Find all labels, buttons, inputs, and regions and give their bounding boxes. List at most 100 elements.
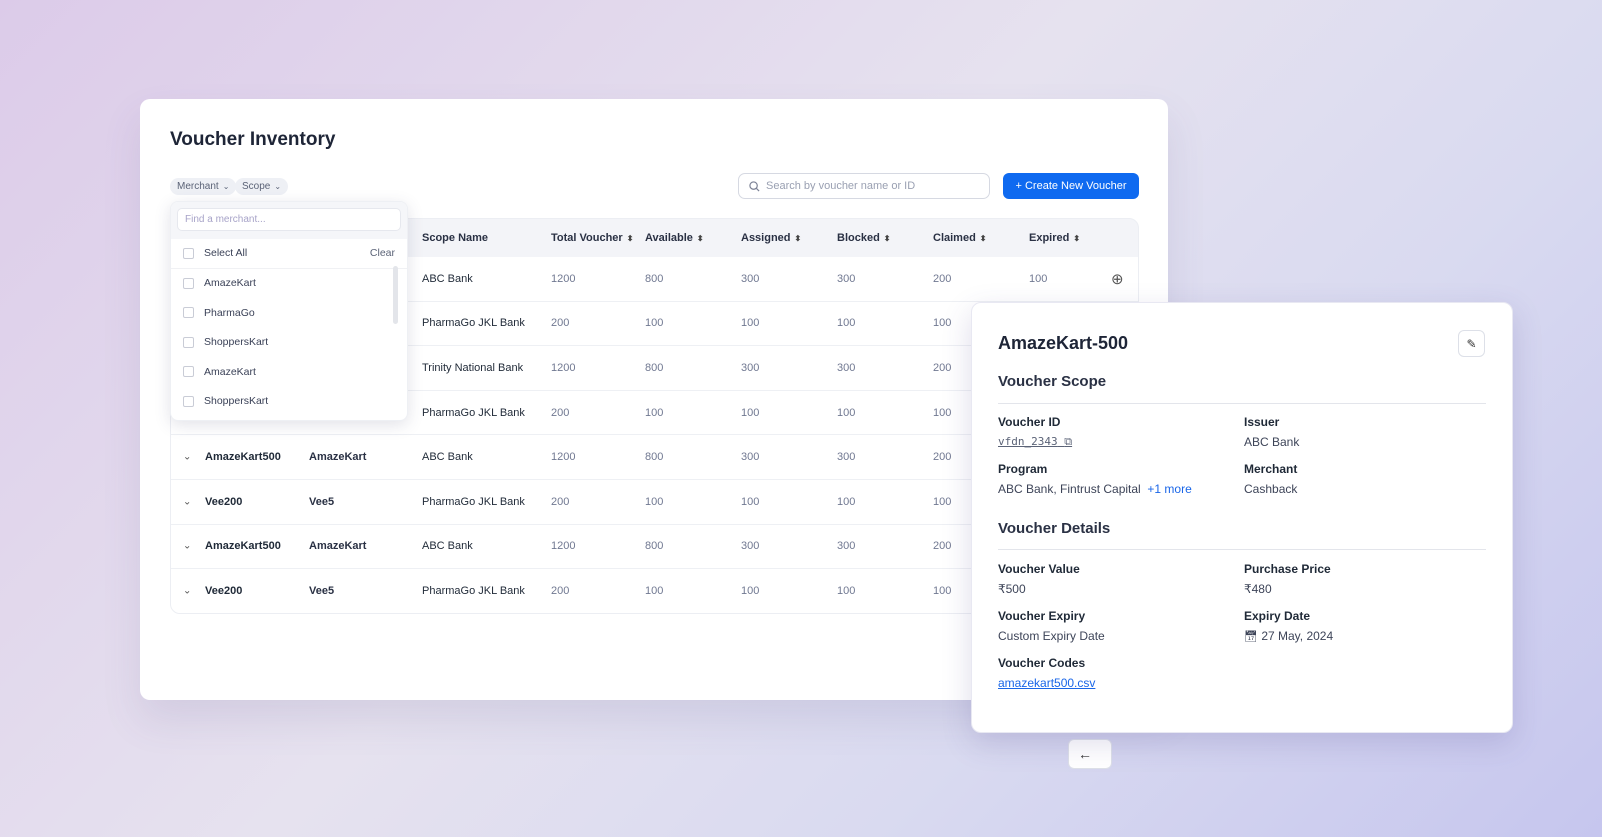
cell-available: 800 [645, 272, 664, 285]
sort-icon[interactable]: ⬍ [979, 234, 987, 243]
cell-total: 1200 [551, 272, 576, 285]
table-row[interactable]: ⌄ Vee200 Vee5 PharmaGo JKL Bank 200 100 100 100… [171, 569, 1138, 613]
divider [998, 549, 1486, 550]
checkbox[interactable] [183, 247, 194, 259]
voucher-codes-label: Voucher Codes [998, 656, 1086, 670]
chevron-down-icon[interactable]: ⌄ [183, 585, 192, 597]
column-header-assigned[interactable]: Assigned ⬍ [741, 232, 801, 244]
merchant-option[interactable]: AmazeKart [171, 269, 407, 299]
cell-blocked: 300 [837, 272, 856, 285]
column-header-claimed[interactable]: Claimed ⬍ [933, 232, 987, 244]
cell-scope: ABC Bank [422, 272, 473, 285]
sort-icon[interactable]: ⬍ [696, 234, 704, 243]
clear-button[interactable]: Clear [369, 247, 395, 260]
cell-claimed: 200 [933, 540, 952, 553]
search-icon [749, 180, 760, 192]
chevron-down-icon: ⌄ [222, 182, 230, 191]
merchant-filter[interactable]: Merchant ⌄ [170, 178, 237, 195]
select-all-label: Select All [204, 247, 248, 260]
header-label: Expired [1029, 232, 1070, 244]
scrollbar[interactable] [393, 266, 398, 324]
merchant-option-label: AmazeKart [204, 365, 256, 378]
merchant-option-label: ShoppersKart [204, 336, 269, 349]
header-label: Available [645, 232, 693, 244]
issuer-value: ABC Bank [1244, 435, 1300, 449]
expiry-date-label: Expiry Date [1244, 609, 1311, 623]
merchant-option[interactable]: ShoppersKart [171, 328, 407, 358]
cell-total: 1200 [551, 451, 576, 464]
voucher-expiry-label: Voucher Expiry [998, 609, 1086, 623]
voucher-id-value[interactable]: vfdn_2343 ⧉ [998, 435, 1072, 449]
cell-scope: PharmaGo JKL Bank [422, 584, 525, 597]
create-new-voucher-button[interactable]: + Create New Voucher [1003, 173, 1139, 199]
checkbox[interactable] [183, 366, 194, 378]
merchant-option[interactable]: PharmaGo [171, 298, 407, 328]
copy-icon[interactable]: ⧉ [1064, 435, 1073, 448]
merchant-option-label: PharmaGo [204, 306, 255, 319]
chevron-down-icon[interactable]: ⌄ [183, 496, 192, 508]
edit-button[interactable]: ✎ [1458, 330, 1485, 357]
cell-blocked: 100 [837, 584, 856, 597]
chevron-down-icon[interactable]: ⌄ [183, 451, 192, 463]
cell-claimed: 200 [933, 272, 952, 285]
table-row[interactable]: ⌄ AmazeKart500 AmazeKart ABC Bank 1200 800 300… [171, 435, 1138, 480]
find-merchant-input[interactable]: Find a merchant... [177, 208, 401, 231]
cell-blocked: 100 [837, 317, 856, 330]
cell-assigned: 100 [741, 495, 760, 508]
checkbox[interactable] [183, 336, 194, 348]
merchant-name: AmazeKart [309, 540, 367, 553]
sort-icon[interactable]: ⬍ [794, 234, 802, 243]
program-text: ABC Bank, Fintrust Capital [998, 482, 1141, 496]
expiry-date-text: 27 May, 2024 [1261, 629, 1334, 643]
merchant-option[interactable]: ShoppersKart [171, 387, 407, 417]
voucher-name: AmazeKart500 [205, 540, 281, 553]
table-row[interactable]: ⌄ Vee200 Vee5 PharmaGo JKL Bank 200 100 100 100… [171, 480, 1138, 525]
checkbox[interactable] [183, 277, 194, 289]
column-header-total-voucher[interactable]: Total Voucher ⬍ [551, 232, 633, 244]
voucher-codes-file-link[interactable]: amazekart500.csv [998, 676, 1096, 690]
merchant-option[interactable]: AmazeKart [171, 357, 407, 387]
merchant-option-label: ShoppersKart [204, 395, 269, 408]
previous-page-button[interactable]: ← [1068, 739, 1112, 769]
sort-icon[interactable]: ⬍ [883, 234, 891, 243]
cell-assigned: 300 [741, 272, 760, 285]
merchant-value: Cashback [1244, 482, 1298, 496]
more-programs-link[interactable]: +1 more [1147, 482, 1192, 496]
cell-available: 800 [645, 540, 664, 553]
pencil-icon: ✎ [1466, 336, 1477, 351]
merchant-filter-label: Merchant [177, 181, 219, 192]
cell-claimed: 200 [933, 451, 952, 464]
column-header-blocked[interactable]: Blocked ⬍ [837, 232, 891, 244]
sort-icon[interactable]: ⬍ [626, 234, 634, 243]
calendar-icon: 📅︎ [1244, 631, 1258, 643]
voucher-value-label: Voucher Value [998, 562, 1080, 576]
cell-total: 200 [551, 406, 570, 419]
table-row[interactable]: ⌄ AmazeKart500 AmazeKart ABC Bank 1200 800 300… [171, 525, 1138, 570]
cell-assigned: 100 [741, 317, 760, 330]
voucher-expiry: Custom Expiry Date [998, 629, 1105, 643]
search-input[interactable]: Search by voucher name or ID [738, 173, 990, 199]
cell-assigned: 300 [741, 451, 760, 464]
voucher-name: AmazeKart500 [205, 451, 281, 464]
checkbox[interactable] [183, 307, 194, 319]
cell-available: 800 [645, 451, 664, 464]
add-circle-icon[interactable]: ⊕ [1111, 270, 1124, 288]
voucher-name: Vee200 [205, 495, 243, 508]
sort-icon[interactable]: ⬍ [1073, 234, 1081, 243]
cell-assigned: 100 [741, 584, 760, 597]
scope-filter[interactable]: Scope ⌄ [235, 178, 289, 195]
chevron-down-icon[interactable]: ⌄ [183, 540, 192, 552]
column-header-expired[interactable]: Expired ⬍ [1029, 232, 1080, 244]
header-label: Total Voucher [551, 232, 623, 244]
checkbox[interactable] [183, 395, 194, 407]
cell-available: 100 [645, 584, 664, 597]
select-all-option[interactable]: Select All Clear [171, 239, 407, 269]
voucher-id-label: Voucher ID [998, 415, 1061, 429]
cell-claimed: 100 [933, 406, 952, 419]
scope-filter-label: Scope [242, 181, 271, 192]
cell-total: 200 [551, 317, 570, 330]
column-header-available[interactable]: Available ⬍ [645, 232, 704, 244]
cell-available: 100 [645, 495, 664, 508]
